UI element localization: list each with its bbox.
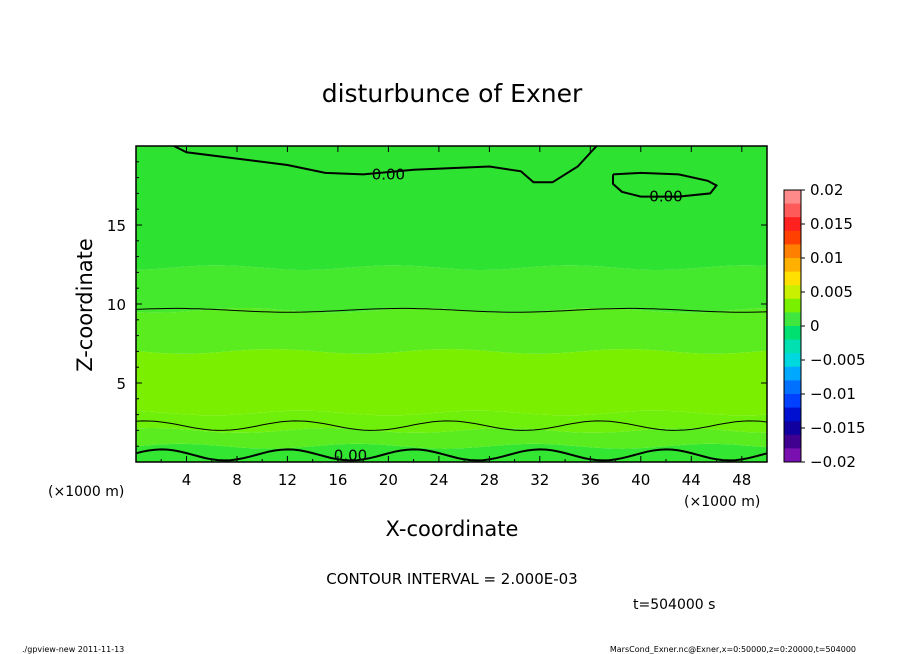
- y-tick-label: 5: [116, 375, 126, 393]
- y-axis-ticks: 5 10 15: [107, 161, 767, 447]
- colorbar-swatch: [784, 217, 801, 232]
- contour-interval: CONTOUR INTERVAL = 2.000E-03: [326, 570, 577, 588]
- footer-left: ./gpview-new 2011-11-13: [22, 645, 124, 654]
- x-tick-label: 32: [530, 471, 549, 489]
- x-tick-label: 16: [328, 471, 347, 489]
- x-tick-label: 8: [232, 471, 242, 489]
- heatmap-band: [136, 265, 767, 313]
- colorbar-swatch: [784, 448, 801, 463]
- colorbar-label: −0.005: [810, 351, 866, 369]
- y-tick-label: 15: [107, 217, 126, 235]
- y-tick-label: 10: [107, 296, 126, 314]
- x-tick-label: 12: [278, 471, 297, 489]
- x-tick-label: 48: [732, 471, 751, 489]
- heatmap-band: [136, 146, 767, 270]
- colorbar-label: 0.01: [810, 249, 843, 267]
- footer-right: MarsCond_Exner.nc@Exner,x=0:50000,z=0:20…: [610, 645, 856, 654]
- contour-line: [136, 420, 767, 431]
- heatmap-band: [136, 349, 767, 416]
- colorbar-label: 0.015: [810, 215, 853, 233]
- heatmap-band: [136, 308, 767, 354]
- x-tick-label: 4: [182, 471, 192, 489]
- heatmap-bands: [136, 146, 767, 462]
- colorbar-label: −0.01: [810, 385, 856, 403]
- contour-lines: [136, 146, 767, 462]
- heatmap-band: [136, 410, 767, 433]
- colorbar-swatch: [784, 326, 801, 340]
- colorbar-swatch: [784, 190, 801, 204]
- x-tick-label: 44: [682, 471, 701, 489]
- x-tick-label: 40: [631, 471, 650, 489]
- time-stamp: t=504000 s: [633, 597, 715, 613]
- contour-line-zero: [136, 448, 767, 462]
- contour-labels: 0.00 0.00 0.00: [334, 165, 683, 464]
- contour-line-zero: [612, 171, 719, 198]
- chart-title: disturbunce of Exner: [322, 79, 583, 108]
- y-axis-unit: (×1000 m): [48, 484, 124, 500]
- contour-label: 0.00: [372, 165, 405, 183]
- x-axis-label: X-coordinate: [386, 517, 519, 541]
- contour-line-zero: [173, 146, 598, 184]
- y-axis-label: Z-coordinate: [73, 238, 97, 372]
- colorbar-swatch: [784, 203, 801, 218]
- x-axis-ticks: 4 8 12 16 20 24 28 32 36 40 44 48: [160, 146, 751, 489]
- x-tick-label: 20: [379, 471, 398, 489]
- colorbar-label: 0.005: [810, 283, 853, 301]
- colorbar-swatch: [784, 258, 801, 272]
- colorbar-swatch: [784, 394, 801, 408]
- contour-line: [136, 307, 767, 313]
- colorbar-swatch: [784, 421, 801, 436]
- heatmap-band: [136, 443, 767, 462]
- colorbar-swatch: [784, 244, 801, 259]
- colorbar-swatch: [784, 230, 801, 245]
- colorbar-swatch: [784, 407, 801, 422]
- colorbar-label: −0.02: [810, 453, 856, 471]
- colorbar-swatch: [784, 434, 801, 449]
- colorbar-swatch: [784, 380, 801, 395]
- colorbar-label: 0.02: [810, 181, 843, 199]
- x-axis-unit: (×1000 m): [684, 494, 760, 510]
- colorbar-label: −0.015: [810, 419, 866, 437]
- colorbar-swatch: [784, 285, 801, 300]
- colorbar-label: 0: [810, 317, 820, 335]
- x-tick-label: 36: [581, 471, 600, 489]
- heatmap-band: [136, 428, 767, 449]
- colorbar: 0.02 0.015 0.01 0.005 0 −0.005 −0.01 −0.015 −0.0…: [783, 181, 866, 471]
- colorbar-swatch: [784, 353, 801, 368]
- colorbar-swatch: [784, 339, 801, 354]
- colorbar-swatch: [784, 298, 801, 313]
- contour-label: 0.00: [334, 447, 367, 465]
- colorbar-swatch: [784, 271, 801, 286]
- colorbar-swatch: [784, 312, 801, 327]
- colorbar-swatch: [784, 366, 801, 381]
- x-tick-label: 28: [480, 471, 499, 489]
- x-tick-label: 24: [429, 471, 448, 489]
- contour-label: 0.00: [649, 188, 682, 206]
